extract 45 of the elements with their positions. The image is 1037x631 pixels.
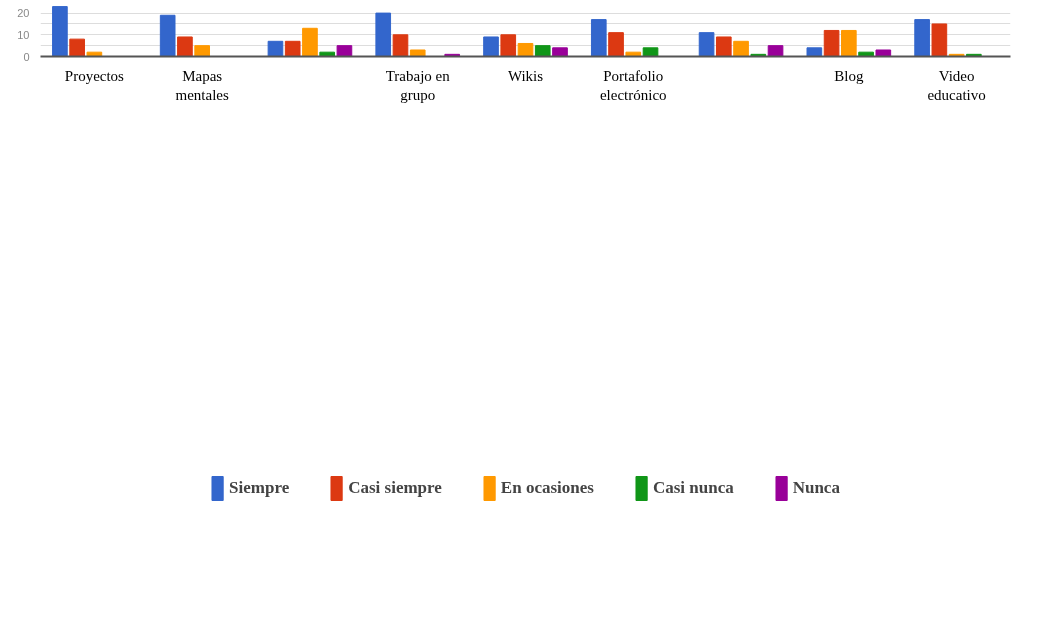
bar	[534, 45, 551, 57]
bar	[284, 40, 301, 57]
bar	[392, 34, 409, 57]
y-tick-label: 10	[17, 28, 30, 41]
bar	[500, 34, 517, 57]
bar	[336, 45, 353, 57]
bar	[517, 42, 534, 57]
legend-label: Siempre	[229, 477, 290, 498]
bar	[159, 14, 176, 57]
bar	[698, 32, 715, 57]
x-tick-label: Trabajo en grupo	[385, 67, 451, 103]
bar	[552, 47, 568, 57]
y-tick-label: 20	[17, 7, 30, 20]
bar	[52, 6, 68, 57]
legend-label: Casi siempre	[348, 477, 442, 498]
bar	[733, 40, 749, 57]
x-tick-label: Wikis	[507, 67, 544, 84]
bar	[715, 36, 732, 57]
legend-label: Casi nunca	[652, 477, 734, 498]
legend-label: Nunca	[792, 477, 840, 498]
x-tick-label: Blog	[834, 67, 864, 84]
x-tick-label: Mapas mentales	[175, 67, 229, 103]
bar	[375, 12, 392, 57]
bar	[483, 36, 499, 57]
legend-label: En ocasiones	[500, 477, 594, 498]
bar	[409, 49, 426, 57]
bar	[931, 23, 948, 57]
bar	[302, 27, 318, 57]
bar	[194, 45, 210, 57]
x-tick-label: Video educativo	[927, 67, 986, 103]
bar	[642, 47, 659, 57]
y-tick-label: 0	[23, 50, 30, 63]
bar	[177, 36, 193, 57]
bar	[823, 29, 840, 57]
bar	[806, 47, 823, 57]
bar	[875, 49, 892, 57]
bar	[608, 32, 624, 57]
bar	[914, 19, 930, 57]
x-tick-label: Proyectos	[64, 67, 125, 84]
bar	[267, 40, 284, 57]
bar	[841, 29, 857, 57]
x-tick-label: Portafolio electrónico	[599, 67, 667, 103]
bar	[590, 19, 607, 57]
bar	[767, 45, 784, 57]
bar	[69, 38, 85, 57]
